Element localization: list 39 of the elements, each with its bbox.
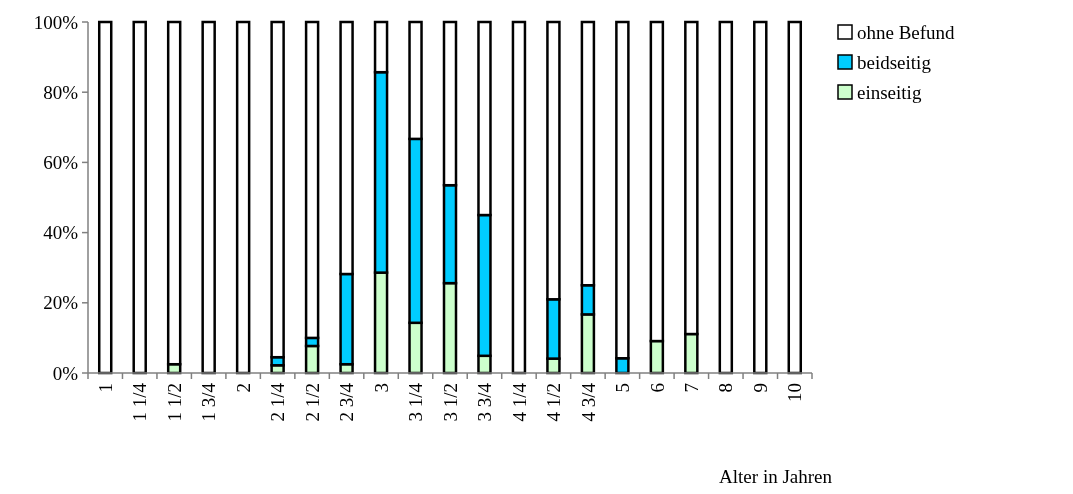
legend-label: beidseitig bbox=[857, 51, 932, 73]
x-tick-label: 6 bbox=[646, 383, 668, 393]
y-tick-label: 40% bbox=[43, 222, 79, 244]
y-tick-label: 60% bbox=[43, 152, 79, 174]
x-tick-label: 1 bbox=[94, 383, 116, 393]
x-tick-label: 3 3/4 bbox=[474, 382, 496, 422]
x-tick-label: 3 bbox=[370, 383, 392, 393]
bar bbox=[718, 20, 734, 375]
x-tick-label: 3 1/2 bbox=[439, 383, 461, 422]
x-tick-label: 2 1/2 bbox=[301, 383, 323, 422]
x-tick-label: 3 1/4 bbox=[405, 382, 427, 422]
x-tick-label: 10 bbox=[784, 383, 806, 402]
y-tick-label: 20% bbox=[43, 292, 79, 314]
legend-label: ohne Befund bbox=[857, 21, 956, 43]
x-tick-label: 4 3/4 bbox=[577, 382, 599, 422]
y-tick-label: 100% bbox=[33, 11, 79, 33]
bar bbox=[753, 20, 768, 375]
x-tick-label: 8 bbox=[715, 383, 737, 393]
x-tick-label: 1 1/2 bbox=[163, 383, 185, 422]
bar bbox=[511, 20, 527, 375]
bar bbox=[787, 20, 803, 375]
x-tick-label: 2 3/4 bbox=[336, 382, 358, 422]
x-tick-label: 9 bbox=[749, 383, 771, 393]
x-axis-title: Alter in Jahren bbox=[719, 466, 833, 487]
bar bbox=[235, 20, 251, 375]
x-tick-label: 1 1/4 bbox=[129, 382, 151, 422]
x-tick-label: 7 bbox=[680, 383, 702, 393]
bar bbox=[97, 20, 113, 375]
x-tick-label: 2 bbox=[232, 383, 254, 393]
bar bbox=[132, 20, 147, 375]
bar bbox=[201, 20, 216, 375]
y-tick-label: 80% bbox=[43, 81, 79, 103]
y-tick-label: 0% bbox=[52, 362, 79, 384]
x-tick-label: 2 1/4 bbox=[267, 382, 289, 422]
x-tick-label: 5 bbox=[612, 383, 634, 393]
x-tick-label: 4 1/4 bbox=[508, 382, 530, 422]
x-tick-label: 1 3/4 bbox=[198, 382, 220, 422]
x-tick-label: 4 1/2 bbox=[543, 383, 565, 422]
legend-label: einseitig bbox=[857, 81, 922, 103]
